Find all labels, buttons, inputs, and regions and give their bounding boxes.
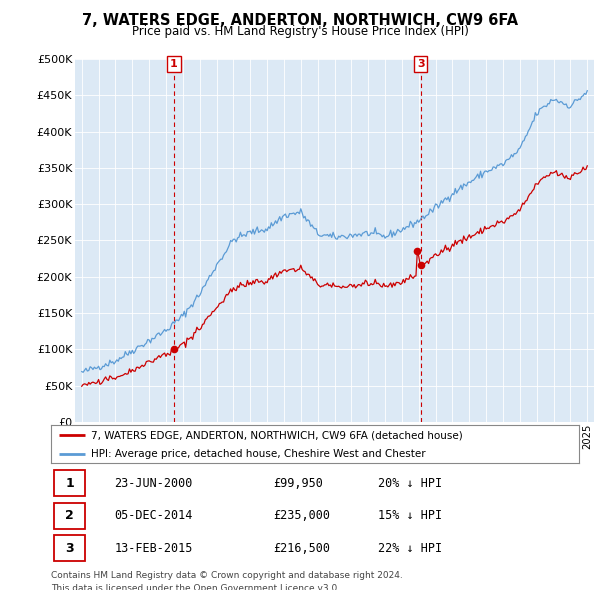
Text: 15% ↓ HPI: 15% ↓ HPI xyxy=(379,509,442,522)
Text: 1: 1 xyxy=(65,477,74,490)
Text: 7, WATERS EDGE, ANDERTON, NORTHWICH, CW9 6FA: 7, WATERS EDGE, ANDERTON, NORTHWICH, CW9… xyxy=(82,13,518,28)
FancyBboxPatch shape xyxy=(53,470,85,496)
Text: Price paid vs. HM Land Registry's House Price Index (HPI): Price paid vs. HM Land Registry's House … xyxy=(131,25,469,38)
Text: 20% ↓ HPI: 20% ↓ HPI xyxy=(379,477,442,490)
FancyBboxPatch shape xyxy=(53,503,85,529)
FancyBboxPatch shape xyxy=(53,535,85,561)
Text: 1: 1 xyxy=(170,59,178,69)
Text: 3: 3 xyxy=(417,59,425,69)
Text: 22% ↓ HPI: 22% ↓ HPI xyxy=(379,542,442,555)
Text: 23-JUN-2000: 23-JUN-2000 xyxy=(115,477,193,490)
Text: 05-DEC-2014: 05-DEC-2014 xyxy=(115,509,193,522)
Text: 2: 2 xyxy=(65,509,74,522)
Text: 13-FEB-2015: 13-FEB-2015 xyxy=(115,542,193,555)
Text: HPI: Average price, detached house, Cheshire West and Chester: HPI: Average price, detached house, Ches… xyxy=(91,450,425,460)
Text: £216,500: £216,500 xyxy=(273,542,330,555)
Text: £99,950: £99,950 xyxy=(273,477,323,490)
Text: Contains HM Land Registry data © Crown copyright and database right 2024.: Contains HM Land Registry data © Crown c… xyxy=(51,571,403,580)
Text: £235,000: £235,000 xyxy=(273,509,330,522)
Text: 7, WATERS EDGE, ANDERTON, NORTHWICH, CW9 6FA (detached house): 7, WATERS EDGE, ANDERTON, NORTHWICH, CW9… xyxy=(91,430,463,440)
Text: This data is licensed under the Open Government Licence v3.0.: This data is licensed under the Open Gov… xyxy=(51,584,340,590)
Text: 3: 3 xyxy=(65,542,74,555)
